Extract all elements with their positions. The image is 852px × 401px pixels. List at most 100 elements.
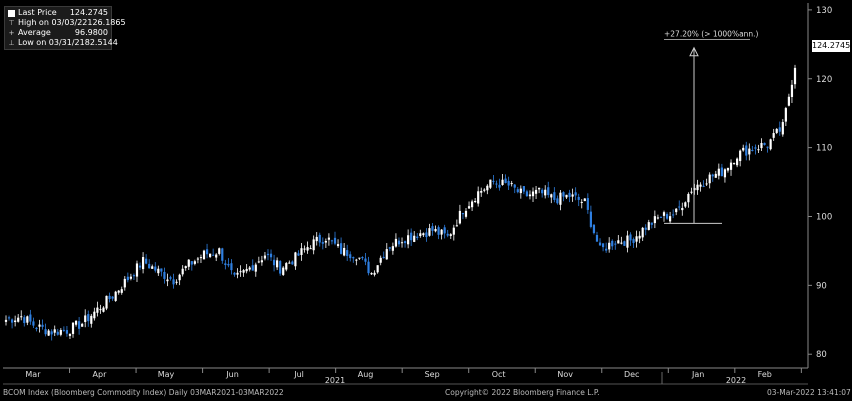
- x-tick-label-apr: Apr: [93, 370, 108, 379]
- candle-body: [440, 229, 443, 235]
- footer-index-description: BCOM Index (Bloomberg Commodity Index) D…: [3, 388, 284, 397]
- year-label-2022: 2022: [726, 376, 746, 385]
- candle-body: [678, 206, 681, 208]
- candle-body: [47, 330, 50, 336]
- candle-body: [336, 244, 340, 247]
- candle-body: [410, 232, 413, 241]
- candle-body: [501, 179, 504, 185]
- candle-body: [416, 236, 419, 239]
- candle-body: [236, 272, 239, 275]
- legend-low-label: Low on 03/31/21: [18, 38, 85, 47]
- candle-body: [507, 180, 510, 186]
- candle-body: [745, 145, 748, 156]
- candle-body: [531, 191, 535, 197]
- candle-body: [702, 185, 705, 187]
- candle-body: [105, 295, 108, 309]
- candle-body: [504, 178, 507, 184]
- candle-body: [605, 248, 608, 251]
- y-tick-label-120: 120: [816, 75, 832, 85]
- candle-body: [723, 169, 727, 178]
- candle-body: [452, 227, 455, 235]
- candle-body: [492, 180, 495, 182]
- legend-row-high: ⊤ High on 03/03/22 126.1865: [8, 18, 125, 28]
- candle-body: [708, 174, 711, 184]
- candle-body: [157, 268, 160, 274]
- candle-body: [148, 263, 151, 269]
- candle-body: [586, 198, 589, 210]
- candle-body: [251, 265, 254, 271]
- candle-body: [474, 201, 477, 203]
- candle-body: [355, 259, 358, 261]
- legend-last-label: Last Price: [18, 8, 57, 17]
- candle-body: [343, 247, 346, 256]
- candle-body: [583, 198, 586, 202]
- candle-body: [349, 254, 352, 259]
- chart-footer: BCOM Index (Bloomberg Commodity Index) D…: [0, 385, 852, 401]
- candle-body: [559, 192, 562, 205]
- candle-body: [443, 227, 446, 234]
- candle-body: [446, 233, 449, 236]
- average-marker-icon: +: [8, 28, 15, 37]
- x-tick-label-sep: Sep: [425, 370, 440, 379]
- candle-body: [510, 183, 513, 185]
- candle-body: [266, 253, 270, 256]
- candle-body: [449, 234, 452, 236]
- candle-body: [339, 243, 343, 254]
- candle-body: [318, 234, 321, 243]
- candle-body: [790, 84, 794, 97]
- candle-body: [659, 216, 663, 218]
- candle-body: [434, 229, 437, 232]
- candle-body: [358, 257, 361, 259]
- candle-body: [315, 236, 318, 242]
- candle-body: [260, 260, 263, 263]
- candle-body: [739, 150, 742, 162]
- candle-body: [233, 272, 236, 275]
- candle-body: [717, 168, 720, 176]
- candle-body: [272, 259, 276, 266]
- y-tick-label-110: 110: [816, 144, 832, 154]
- candle-body: [522, 186, 525, 192]
- candle-body: [550, 194, 553, 198]
- legend-last-value: 124.2745: [69, 8, 108, 17]
- candle-body: [498, 184, 501, 188]
- candle-body: [321, 242, 324, 244]
- candle-body: [41, 324, 44, 327]
- candle-body: [209, 253, 212, 257]
- candle-body: [20, 316, 23, 318]
- candle-body: [215, 254, 218, 258]
- candle-body: [227, 263, 230, 266]
- candle-body: [650, 222, 653, 225]
- candle-body: [736, 158, 739, 166]
- candle-body: [202, 250, 206, 260]
- candle-body: [635, 236, 638, 242]
- candle-body: [138, 265, 142, 268]
- candle-body: [732, 163, 736, 165]
- candle-body: [763, 142, 766, 145]
- candle-body: [132, 275, 136, 277]
- candle-body: [114, 291, 117, 301]
- candle-body: [245, 268, 248, 272]
- candle-body: [711, 174, 714, 177]
- candle-body: [68, 333, 72, 336]
- y-tick-label-90: 90: [816, 281, 827, 291]
- candle-body: [629, 234, 632, 241]
- candle-body: [169, 277, 172, 279]
- candle-body: [126, 276, 129, 281]
- high-marker-icon: ⊤: [8, 18, 15, 27]
- candle-body: [641, 227, 644, 238]
- candle-body: [239, 271, 242, 273]
- candle-body: [224, 263, 227, 266]
- candle-body: [263, 255, 267, 259]
- candle-body: [565, 194, 568, 198]
- candle-body: [248, 267, 251, 270]
- candle-body: [568, 192, 571, 198]
- candle-body: [288, 262, 291, 264]
- candle-body: [580, 201, 583, 203]
- candle-body: [696, 184, 699, 191]
- candle-body: [617, 240, 620, 244]
- candle-body: [726, 167, 730, 171]
- candle-body: [620, 242, 623, 244]
- candle-body: [489, 179, 492, 188]
- candle-body: [379, 257, 382, 263]
- candle-body: [614, 243, 617, 245]
